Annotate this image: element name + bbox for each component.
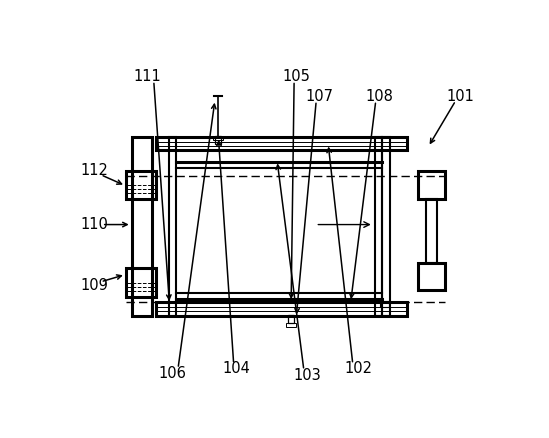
Bar <box>382 137 390 316</box>
Text: 106: 106 <box>159 366 187 381</box>
Bar <box>288 315 294 323</box>
Bar <box>132 137 152 316</box>
Text: 104: 104 <box>223 361 251 376</box>
Text: 109: 109 <box>80 278 108 293</box>
Bar <box>215 136 221 144</box>
Text: 101: 101 <box>446 89 474 104</box>
Bar <box>213 137 223 140</box>
Bar <box>380 301 389 307</box>
Text: 112: 112 <box>80 163 108 178</box>
Text: 105: 105 <box>282 69 310 84</box>
Text: 102: 102 <box>344 361 372 376</box>
Text: 108: 108 <box>365 89 393 104</box>
Bar <box>126 171 156 199</box>
Bar <box>426 199 436 263</box>
Bar <box>169 137 176 316</box>
Bar <box>417 171 445 199</box>
Bar <box>156 137 407 150</box>
Bar <box>285 323 296 327</box>
Text: 107: 107 <box>306 89 334 104</box>
Bar <box>376 137 382 316</box>
Bar <box>417 263 445 290</box>
Text: 111: 111 <box>133 69 161 84</box>
Text: 103: 103 <box>293 368 321 383</box>
Bar <box>156 302 407 316</box>
Text: 110: 110 <box>80 217 108 232</box>
Bar <box>126 268 156 297</box>
